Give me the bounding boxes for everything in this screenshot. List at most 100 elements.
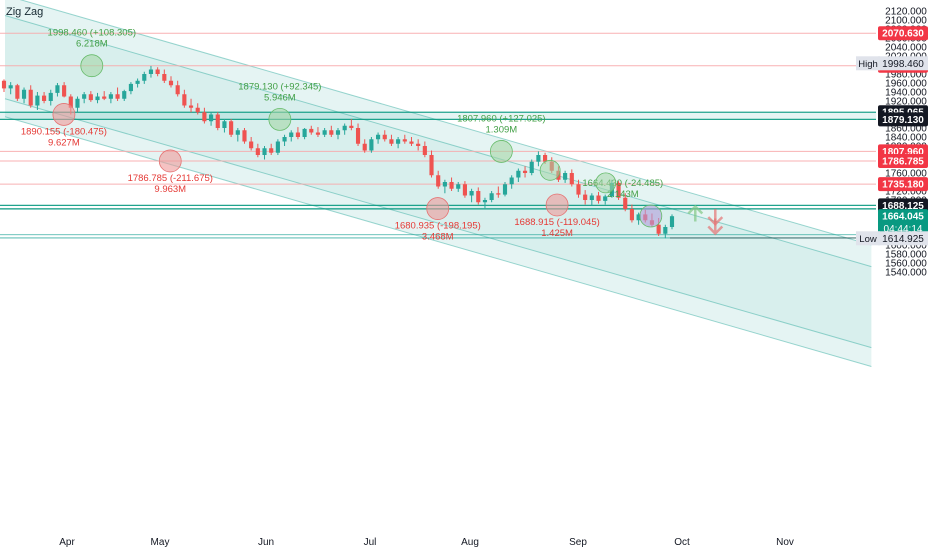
candle-body (255, 148, 260, 155)
candle[interactable] (142, 71, 147, 84)
candle[interactable] (128, 82, 133, 95)
candle[interactable] (516, 168, 521, 183)
candle[interactable] (623, 193, 628, 212)
time-axis-bg (0, 536, 876, 550)
candle[interactable] (302, 128, 307, 140)
candle[interactable] (636, 212, 641, 225)
candle[interactable] (168, 76, 174, 88)
candle[interactable] (536, 151, 541, 167)
candle[interactable] (55, 83, 60, 97)
candle[interactable] (255, 143, 260, 158)
candle[interactable] (396, 137, 401, 149)
candle[interactable] (596, 191, 601, 204)
pivot-label: 1786.785 (-211.675) (128, 173, 213, 184)
candle[interactable] (15, 83, 20, 101)
candle[interactable] (589, 193, 594, 206)
projection-arrows (687, 204, 724, 236)
candle[interactable] (669, 214, 675, 230)
candle[interactable] (663, 224, 668, 239)
candle[interactable] (362, 139, 367, 153)
candle[interactable] (269, 143, 274, 155)
candle[interactable] (242, 128, 247, 144)
candle[interactable] (456, 182, 461, 192)
candle[interactable] (62, 82, 67, 98)
candle[interactable] (376, 132, 381, 144)
candle[interactable] (182, 89, 187, 108)
candle[interactable] (329, 125, 334, 137)
candle[interactable] (28, 85, 33, 108)
candle[interactable] (35, 92, 40, 110)
candle[interactable] (235, 128, 240, 142)
candle[interactable] (482, 197, 488, 209)
candle[interactable] (229, 119, 234, 137)
candle[interactable] (335, 128, 341, 140)
candle[interactable] (315, 127, 321, 137)
candle[interactable] (416, 139, 421, 151)
candle[interactable] (122, 89, 127, 101)
candle[interactable] (135, 78, 140, 88)
candle[interactable] (389, 134, 394, 146)
candle[interactable] (162, 69, 167, 84)
candle[interactable] (115, 87, 120, 102)
candle[interactable] (262, 146, 267, 160)
candle[interactable] (1, 79, 7, 92)
candle[interactable] (48, 89, 53, 106)
candle[interactable] (449, 177, 454, 192)
candle[interactable] (222, 119, 227, 133)
candle[interactable] (442, 179, 447, 194)
candle[interactable] (148, 65, 154, 78)
candle[interactable] (289, 130, 294, 142)
candle[interactable] (42, 92, 47, 104)
time-axis[interactable]: Apr May Jun Jul Aug Sep Oct Nov (0, 536, 876, 550)
candle[interactable] (496, 186, 501, 198)
price-axis[interactable]: 2120.0002100.0002080.0002060.0002040.000… (856, 0, 932, 550)
candle[interactable] (275, 139, 280, 155)
candle[interactable] (382, 130, 387, 142)
candle[interactable] (175, 80, 180, 97)
candle[interactable] (21, 87, 27, 104)
candle[interactable] (349, 119, 354, 131)
candle[interactable] (563, 170, 568, 183)
candle[interactable] (509, 175, 514, 189)
candle[interactable] (8, 82, 13, 95)
candle[interactable] (322, 128, 327, 137)
candle[interactable] (576, 179, 581, 198)
candle[interactable] (489, 191, 494, 203)
candle[interactable] (603, 194, 608, 205)
candle[interactable] (188, 98, 194, 113)
candle[interactable] (462, 181, 467, 198)
candle[interactable] (522, 166, 528, 178)
candle[interactable] (209, 112, 214, 126)
candle[interactable] (369, 137, 374, 153)
candle[interactable] (355, 123, 361, 147)
candle[interactable] (88, 91, 93, 102)
candle[interactable] (469, 188, 474, 203)
candle[interactable] (342, 123, 347, 135)
candle[interactable] (402, 134, 407, 144)
candle[interactable] (429, 150, 434, 178)
candle[interactable] (569, 169, 574, 187)
candle[interactable] (502, 182, 508, 197)
candle[interactable] (102, 91, 107, 101)
candle[interactable] (155, 67, 160, 77)
candle[interactable] (75, 96, 80, 113)
candle[interactable] (295, 127, 300, 140)
candle[interactable] (309, 125, 314, 135)
candle[interactable] (95, 92, 100, 104)
candle[interactable] (476, 187, 481, 205)
candle[interactable] (629, 204, 634, 223)
candle[interactable] (616, 181, 621, 200)
candle[interactable] (249, 137, 254, 151)
candle[interactable] (82, 92, 87, 104)
candle[interactable] (215, 112, 220, 131)
candle[interactable] (282, 134, 287, 146)
candle[interactable] (202, 107, 207, 124)
candle[interactable] (422, 141, 427, 158)
candle[interactable] (436, 170, 441, 189)
candle[interactable] (529, 159, 534, 176)
candle[interactable] (108, 92, 113, 104)
candle[interactable] (409, 137, 414, 146)
candle[interactable] (195, 103, 200, 115)
candle[interactable] (583, 190, 588, 205)
